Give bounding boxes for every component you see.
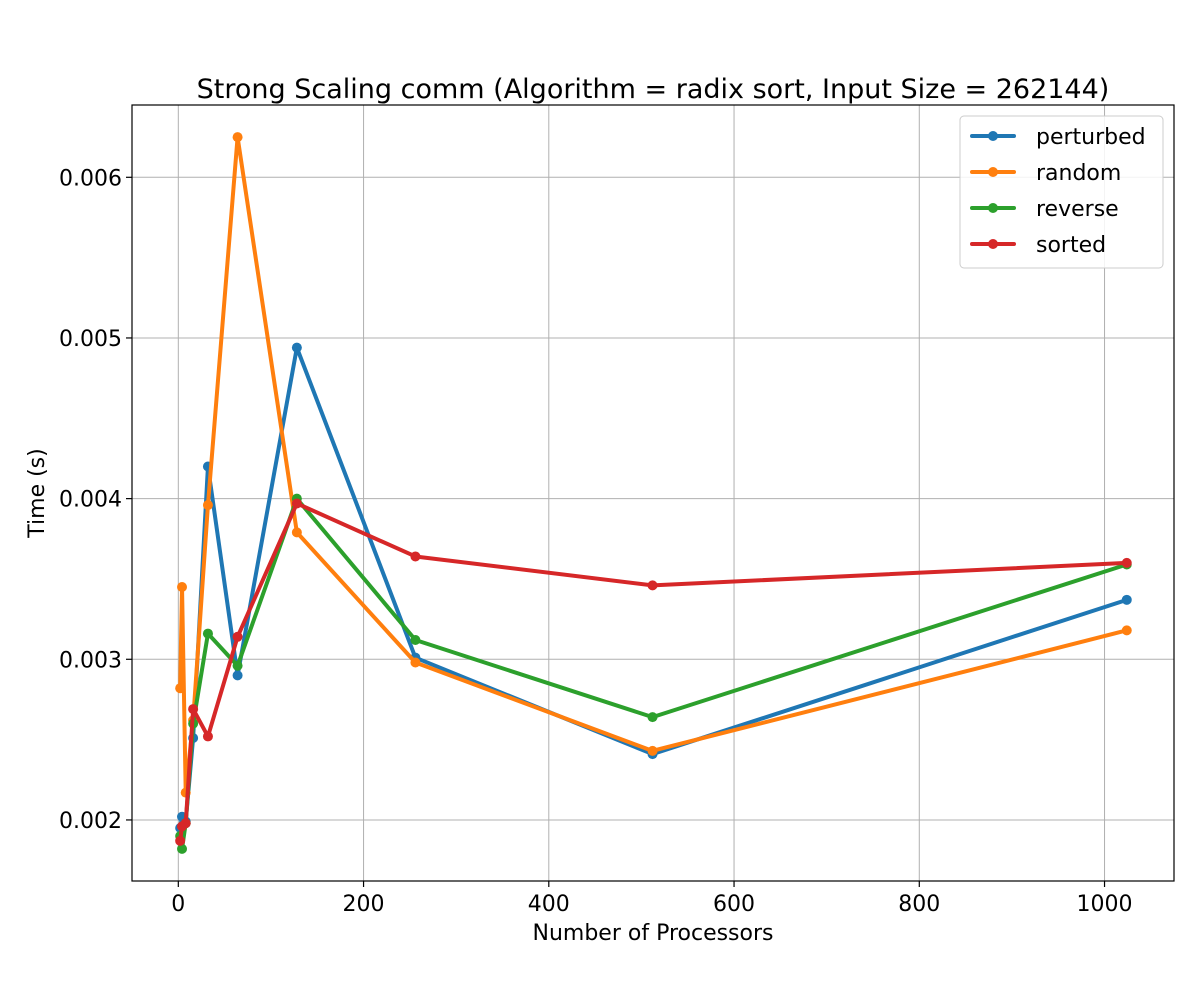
data-point-perturbed bbox=[291, 342, 302, 353]
data-point-perturbed bbox=[232, 670, 243, 681]
x-axis-label: Number of Processors bbox=[533, 921, 774, 946]
data-point-random bbox=[647, 745, 658, 756]
data-point-sorted bbox=[291, 498, 302, 509]
data-point-perturbed bbox=[1121, 594, 1132, 605]
data-point-reverse bbox=[232, 660, 243, 671]
y-axis-ticks: 0.002 0.003 0.004 0.005 0.006 bbox=[59, 166, 132, 834]
x-tick-label: 200 bbox=[343, 892, 385, 917]
data-point-sorted bbox=[410, 551, 421, 562]
x-tick-label: 1000 bbox=[1077, 892, 1133, 917]
y-tick-label: 0.004 bbox=[59, 488, 122, 513]
legend-item-sorted: sorted bbox=[970, 233, 1106, 258]
legend-item-random: random bbox=[970, 161, 1121, 186]
data-point-random bbox=[232, 132, 243, 143]
y-tick-label: 0.005 bbox=[59, 327, 122, 352]
y-tick-label: 0.002 bbox=[59, 809, 122, 834]
data-point-sorted bbox=[175, 835, 186, 846]
data-point-sorted bbox=[188, 704, 199, 715]
data-point-reverse bbox=[177, 843, 188, 854]
legend-swatch-marker bbox=[988, 167, 998, 177]
x-tick-label: 600 bbox=[713, 892, 755, 917]
data-point-reverse bbox=[647, 712, 658, 723]
legend-swatch-marker bbox=[988, 203, 998, 213]
x-tick-label: 0 bbox=[171, 892, 185, 917]
data-point-random bbox=[202, 500, 213, 511]
legend-item-perturbed: perturbed bbox=[970, 125, 1146, 150]
series-line-sorted bbox=[178, 501, 1129, 843]
data-point-reverse bbox=[202, 628, 213, 639]
data-point-sorted bbox=[232, 631, 243, 642]
data-point-random bbox=[177, 581, 188, 592]
data-point-random bbox=[1121, 625, 1132, 636]
y-tick-label: 0.006 bbox=[59, 166, 122, 191]
series-line-reverse bbox=[178, 496, 1129, 851]
data-point-sorted bbox=[647, 580, 658, 591]
legend-label: sorted bbox=[1036, 233, 1106, 258]
axes-frame bbox=[131, 104, 1175, 882]
x-axis-ticks: 0 200 400 600 800 1000 bbox=[171, 881, 1133, 917]
data-point-sorted bbox=[1121, 557, 1132, 568]
data-point-random bbox=[175, 683, 186, 694]
x-tick-label: 400 bbox=[528, 892, 570, 917]
legend-label: random bbox=[1036, 161, 1121, 186]
x-tick-label: 800 bbox=[898, 892, 940, 917]
y-tick-label: 0.003 bbox=[59, 648, 122, 673]
data-point-reverse bbox=[410, 635, 421, 646]
legend-swatch-marker bbox=[988, 239, 998, 249]
legend-item-reverse: reverse bbox=[970, 197, 1119, 222]
series-lines bbox=[175, 132, 1132, 854]
legend-swatch-marker bbox=[988, 131, 998, 141]
legend-label: perturbed bbox=[1036, 125, 1146, 150]
series-reverse bbox=[175, 493, 1132, 854]
data-point-sorted bbox=[180, 818, 191, 829]
series-sorted bbox=[175, 498, 1132, 846]
legend-label: reverse bbox=[1036, 197, 1119, 222]
data-point-random bbox=[410, 657, 421, 668]
data-point-random bbox=[291, 527, 302, 538]
data-point-sorted bbox=[202, 731, 213, 742]
y-axis-label: Time (s) bbox=[25, 448, 50, 538]
legend: perturbed random reverse sorted bbox=[959, 115, 1164, 269]
chart-title: Strong Scaling comm (Algorithm = radix s… bbox=[197, 74, 1110, 105]
legend-box bbox=[959, 115, 1164, 269]
